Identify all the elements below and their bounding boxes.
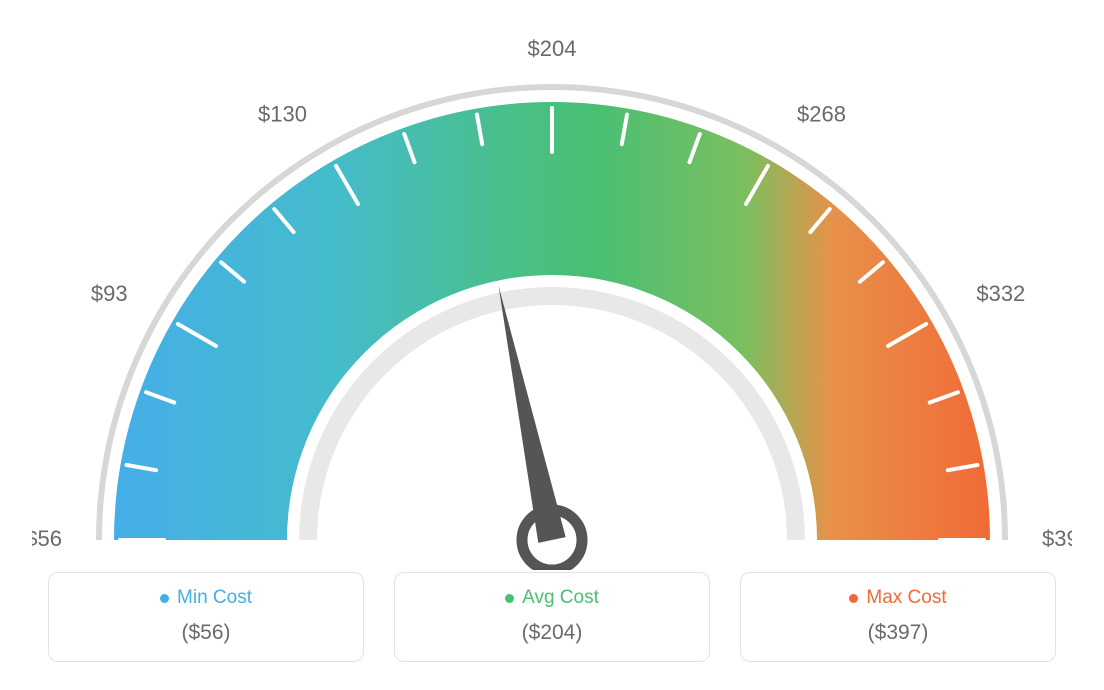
legend-title-label: Avg Cost: [522, 587, 599, 609]
svg-text:$130: $130: [258, 101, 307, 126]
gauge-chart: $56 $93 $130 $204 $268 $332 $397: [32, 10, 1072, 570]
legend-title-avg: Avg Cost: [505, 587, 599, 609]
legend-row: Min Cost ($56) Avg Cost ($204) Max Cost …: [48, 572, 1056, 662]
legend-card-max: Max Cost ($397): [740, 572, 1056, 662]
dot-icon: [160, 594, 169, 603]
legend-value-max: ($397): [751, 621, 1045, 645]
svg-text:$268: $268: [797, 101, 846, 126]
legend-title-min: Min Cost: [160, 587, 252, 609]
svg-text:$332: $332: [976, 281, 1025, 306]
svg-text:$204: $204: [528, 36, 577, 61]
svg-text:$93: $93: [91, 281, 128, 306]
svg-text:$56: $56: [32, 526, 62, 551]
legend-value-min: ($56): [59, 621, 353, 645]
dot-icon: [505, 594, 514, 603]
legend-title-label: Min Cost: [177, 587, 252, 609]
legend-card-avg: Avg Cost ($204): [394, 572, 710, 662]
legend-card-min: Min Cost ($56): [48, 572, 364, 662]
gauge-svg: $56 $93 $130 $204 $268 $332 $397: [32, 10, 1072, 570]
legend-title-label: Max Cost: [866, 587, 946, 609]
svg-text:$397: $397: [1042, 526, 1072, 551]
legend-title-max: Max Cost: [849, 587, 946, 609]
legend-value-avg: ($204): [405, 621, 699, 645]
dot-icon: [849, 594, 858, 603]
